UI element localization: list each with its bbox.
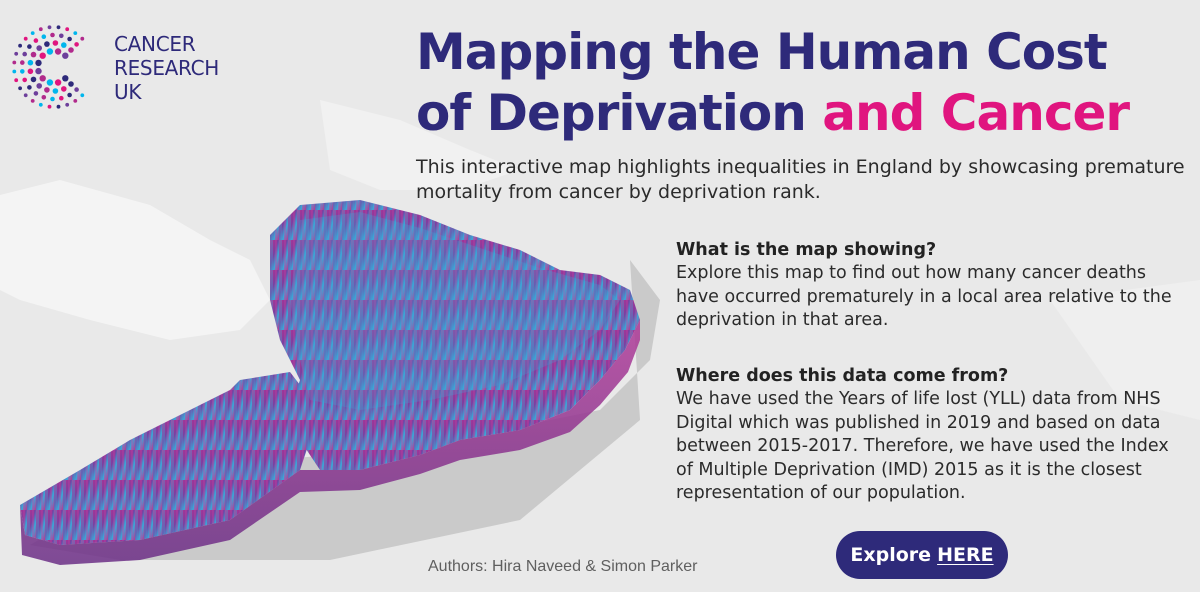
title-line-2-main: of Deprivation — [416, 84, 807, 142]
explore-here-button[interactable]: Explore HERE — [836, 531, 1008, 579]
section-heading: What is the map showing? — [676, 240, 937, 260]
logo-dot — [23, 36, 28, 41]
logo-dot — [59, 95, 64, 101]
logo-dot — [65, 102, 70, 107]
title-accent: and Cancer — [822, 84, 1130, 142]
logo-dot — [18, 43, 22, 48]
landmass-west — [0, 180, 270, 340]
explore-link[interactable]: HERE — [937, 544, 994, 566]
logo-dot — [33, 91, 39, 96]
logo-dot — [80, 36, 85, 41]
logo-dot — [30, 31, 35, 35]
logo-dot — [44, 87, 50, 93]
logo-dot — [39, 52, 46, 59]
logo-dot — [68, 81, 74, 87]
logo-dot — [12, 69, 17, 74]
logo-dot — [56, 104, 61, 109]
logo-dot — [30, 51, 37, 58]
logo-dot — [27, 68, 34, 75]
logo-dot — [36, 83, 42, 89]
logo-dot — [47, 25, 52, 30]
logo-dot — [74, 42, 79, 47]
map-front-face — [20, 320, 640, 565]
section-map-showing: What is the map showing? Explore this ma… — [676, 238, 1186, 333]
logo-dot — [20, 60, 25, 65]
logo-dot — [22, 51, 28, 57]
logo-dot — [59, 33, 64, 39]
logo-dot — [14, 51, 19, 56]
logo-dot — [30, 76, 37, 83]
logo-dot — [54, 79, 62, 86]
logo-dot — [73, 31, 78, 35]
logo-dot — [38, 102, 43, 107]
logo-dot — [50, 32, 55, 38]
logo-dot — [38, 27, 43, 32]
logo-dot — [41, 34, 47, 39]
logo-dot — [56, 25, 61, 30]
logo-dot — [20, 69, 25, 74]
page-title: Mapping the Human Cost of Deprivation an… — [416, 22, 1186, 144]
intro-text: This interactive map highlights inequali… — [416, 156, 1185, 203]
title-line-1: Mapping the Human Cost — [416, 23, 1108, 81]
section-body: Explore this map to find out how many ca… — [676, 263, 1172, 330]
logo-dot — [12, 60, 17, 65]
logo-dot — [46, 79, 54, 86]
logo-dot — [65, 27, 70, 32]
logo-dot — [35, 59, 42, 67]
logo-dot — [36, 45, 42, 51]
logo-dot — [18, 86, 22, 91]
logo-dot — [39, 75, 46, 82]
logo-dot — [73, 99, 78, 103]
map-top-highlight — [290, 212, 620, 410]
authors-credit: Authors: Hira Naveed & Simon Parker — [428, 558, 698, 575]
logo-dot — [67, 92, 72, 98]
section-heading: Where does this data come from? — [676, 366, 1009, 386]
logo-dots-icon — [12, 25, 85, 109]
logo-dot — [27, 85, 32, 90]
logo-dot — [23, 93, 28, 98]
logo-dot — [52, 40, 59, 46]
logo-dot — [74, 87, 79, 92]
explore-label: Explore — [850, 544, 932, 566]
section-body: We have used the Years of life lost (YLL… — [676, 389, 1169, 503]
logo-dot — [35, 67, 42, 75]
logo-dot — [22, 77, 28, 83]
logo-dot — [30, 99, 35, 103]
logo-dot — [54, 48, 62, 55]
cancer-research-uk-logo[interactable]: CANCER RESEARCH UK — [6, 22, 226, 112]
logo-dot — [46, 48, 54, 55]
logo-dot — [67, 36, 72, 42]
logo-dot — [27, 44, 32, 49]
landmass-north — [320, 100, 520, 190]
logo-dot — [62, 75, 69, 82]
title-line-2: of Deprivation and Cancer — [416, 83, 1186, 144]
logo-dot — [61, 42, 67, 48]
logo-dot — [50, 96, 55, 102]
logo-dot — [52, 88, 59, 94]
logo-dot — [33, 38, 39, 43]
logo-dot — [14, 78, 19, 83]
logo-line: CANCER — [114, 32, 196, 56]
section-data-source: Where does this data come from? We have … — [676, 364, 1186, 506]
map-main — [270, 200, 640, 470]
logo-wordmark: CANCER RESEARCH UK — [114, 32, 219, 104]
logo-dot — [47, 104, 52, 109]
logo-dot — [27, 59, 34, 66]
logo-dot — [80, 93, 85, 98]
logo-line: RESEARCH — [114, 56, 220, 80]
logo-dot — [68, 47, 74, 53]
logo-dot — [61, 86, 67, 92]
logo-dot — [41, 95, 47, 100]
logo-dot — [44, 41, 50, 47]
logo-dot — [62, 52, 69, 59]
map-south-west — [20, 372, 320, 545]
logo-line: UK — [114, 80, 142, 104]
landmass-east — [1050, 280, 1200, 420]
